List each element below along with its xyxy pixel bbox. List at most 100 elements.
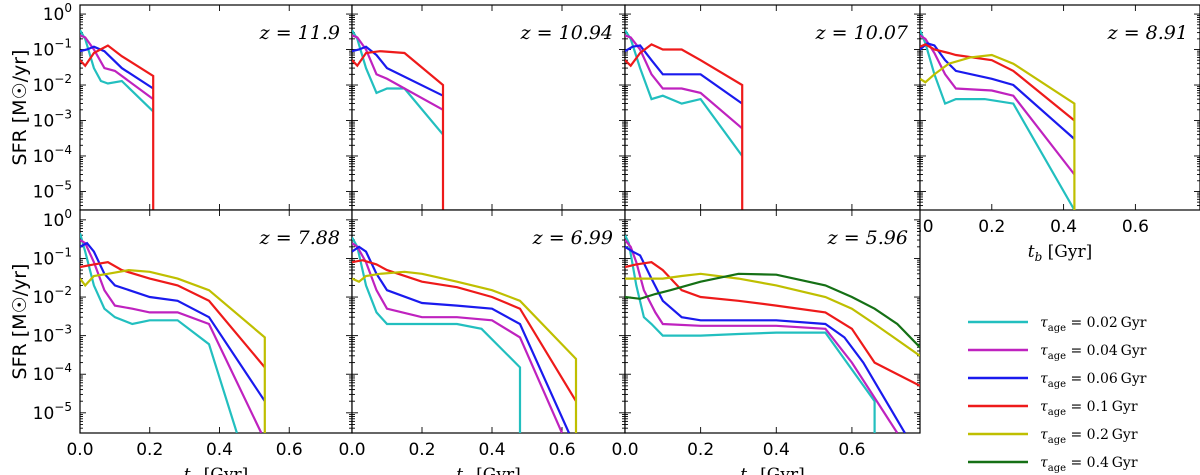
series-line-tau-0.06	[920, 42, 1076, 140]
panel-frame	[624, 4, 921, 211]
legend-tau-sub: age	[1048, 407, 1066, 418]
x-axis-unit: [Gyr]	[471, 465, 521, 475]
series-line-tau-0.2	[920, 53, 1076, 210]
panel-frame	[351, 4, 626, 211]
x-axis-var: t	[184, 465, 191, 475]
x-axis-sub: b	[191, 473, 199, 475]
legend-tau-value: = 0.02 Gyr	[1066, 315, 1147, 331]
x-axis-unit: [Gyr]	[1042, 242, 1092, 262]
y-tick-label: 10−4	[33, 143, 72, 167]
redshift-label: z = 8.91	[1107, 22, 1188, 44]
y-tick-label: 100	[43, 207, 72, 231]
series-line-tau-0.02	[80, 232, 238, 433]
series-line-tau-0.04	[80, 239, 263, 433]
x-tick-label: 0.2	[136, 440, 163, 460]
x-tick-label: 0.0	[611, 440, 638, 460]
panel-7: z = 5.96 0.0 0.2 0.4 0.6 tb [Gyr]	[611, 209, 921, 475]
x-axis-var: t	[456, 465, 463, 475]
x-axis-label: tb [Gyr]	[456, 465, 521, 475]
series-line-tau-0.1	[80, 261, 266, 369]
x-axis-label: tb [Gyr]	[1028, 242, 1093, 264]
x-axis-sub: b	[1035, 250, 1043, 264]
x-axis-unit: [Gyr]	[198, 465, 248, 475]
x-axis-var: t	[1028, 242, 1035, 262]
series-line-tau-0.06	[352, 245, 571, 433]
legend-tau-value: = 0.06 Gyr	[1066, 371, 1147, 387]
legend-tau-sub: age	[1048, 435, 1066, 446]
legend-label-tau-0.04: τage = 0.04 Gyr	[1040, 343, 1147, 362]
series-line-tau-0.4	[625, 272, 920, 349]
x-tick-label: 0.2	[408, 440, 435, 460]
series-line-tau-0.06	[352, 45, 444, 97]
legend-tau-value: = 0.4 Gyr	[1066, 455, 1138, 471]
series-line-tau-0.02	[352, 236, 522, 433]
series-group	[352, 236, 578, 433]
y-tick-exponent: −5	[54, 178, 72, 192]
x-axis-label: tb [Gyr]	[740, 465, 805, 475]
panel-4: z = 8.910.00.20.40.6tb [Gyr]	[906, 4, 1200, 264]
panel-6: z = 6.99 0.0 0.2 0.4 0.6 tb [Gyr]	[338, 209, 626, 475]
x-tick-label: 0.4	[1050, 217, 1077, 237]
series-group	[920, 29, 1076, 210]
y-tick-exponent: 0	[64, 207, 72, 221]
legend-tau-sub: age	[1048, 323, 1066, 334]
series-line-tau-0.04	[625, 34, 743, 130]
panel-frame	[351, 209, 626, 434]
redshift-label: z = 7.88	[259, 227, 340, 249]
legend-label-tau-0.2: τage = 0.2 Gyr	[1040, 427, 1138, 446]
legend-label-tau-0.1: τage = 0.1 Gyr	[1040, 399, 1138, 418]
legend-tau-symbol: τ	[1040, 315, 1048, 331]
redshift-label: z = 5.96	[827, 227, 908, 249]
legend-tau-symbol: τ	[1040, 371, 1048, 387]
y-tick-exponent: −2	[54, 284, 72, 298]
y-tick-label: 10−2	[33, 72, 72, 96]
series-line-tau-0.2	[80, 268, 266, 433]
x-axis-sub: b	[463, 473, 471, 475]
legend-label-tau-0.06: τage = 0.06 Gyr	[1040, 371, 1147, 390]
y-tick-label: 10−3	[33, 323, 72, 347]
x-axis-label: tb [Gyr]	[184, 465, 249, 475]
series-line-tau-0.1	[80, 44, 155, 210]
y-tick-exponent: 0	[64, 1, 72, 15]
y-tick-exponent: −1	[54, 37, 72, 51]
x-tick-label: 0.6	[1122, 217, 1149, 237]
x-tick-label: 0.0	[66, 440, 93, 460]
panel-2: z = 10.94	[351, 4, 626, 211]
series-line-tau-0.06	[625, 44, 743, 105]
series-line-tau-0.1	[625, 261, 920, 387]
y-tick-label: 10−3	[33, 107, 72, 131]
y-tick-exponent: −4	[54, 361, 72, 375]
panel-frame	[79, 4, 353, 211]
series-line-tau-0.06	[625, 245, 906, 433]
x-tick-label: 0.4	[763, 440, 790, 460]
y-tick-label: 10−1	[33, 245, 72, 269]
legend-tau-symbol: τ	[1040, 399, 1048, 415]
x-tick-label: 0.0	[338, 440, 365, 460]
legend-tau-value: = 0.2 Gyr	[1066, 427, 1138, 443]
x-tick-label: 0.4	[478, 440, 505, 460]
series-line-tau-0.1	[352, 50, 445, 210]
y-tick-label: 10−5	[33, 178, 72, 202]
redshift-label: z = 6.99	[532, 227, 613, 249]
y-tick-exponent: −5	[54, 400, 72, 414]
y-tick-exponent: −3	[54, 107, 72, 121]
y-tick-exponent: −1	[54, 245, 72, 259]
legend-tau-symbol: τ	[1040, 427, 1048, 443]
series-line-tau-0.06	[80, 241, 266, 402]
y-tick-exponent: −4	[54, 143, 72, 157]
x-tick-label: 0.6	[276, 440, 303, 460]
series-group	[352, 29, 445, 210]
y-tick-exponent: −3	[54, 323, 72, 337]
legend-tau-value: = 0.04 Gyr	[1066, 343, 1147, 359]
legend-tau-sub: age	[1048, 463, 1066, 474]
series-line-tau-0.02	[920, 29, 1076, 210]
y-tick-label: 10−4	[33, 361, 72, 385]
x-axis-var: t	[740, 465, 747, 475]
redshift-label: z = 10.94	[520, 22, 613, 44]
x-tick-label: 0.4	[206, 440, 233, 460]
legend-tau-sub: age	[1048, 351, 1066, 362]
y-tick-label: 100	[43, 1, 72, 25]
